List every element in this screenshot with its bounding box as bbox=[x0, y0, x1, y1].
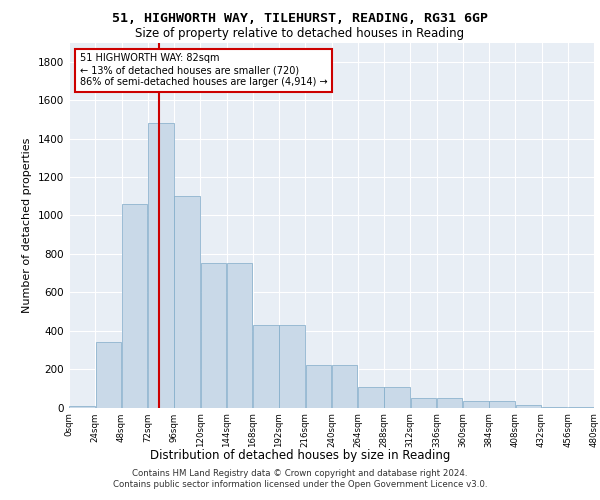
Bar bbox=[148, 123, 173, 408]
Bar bbox=[95, 342, 121, 407]
Bar bbox=[175, 196, 200, 408]
Text: 51 HIGHWORTH WAY: 82sqm
← 13% of detached houses are smaller (720)
86% of semi-d: 51 HIGHWORTH WAY: 82sqm ← 13% of detache… bbox=[79, 54, 327, 86]
Bar bbox=[253, 325, 278, 407]
Text: Distribution of detached houses by size in Reading: Distribution of detached houses by size … bbox=[150, 450, 450, 462]
Text: Size of property relative to detached houses in Reading: Size of property relative to detached ho… bbox=[136, 28, 464, 40]
Bar bbox=[122, 204, 148, 408]
Bar bbox=[70, 406, 95, 407]
Text: Contains public sector information licensed under the Open Government Licence v3: Contains public sector information licen… bbox=[113, 480, 487, 489]
Y-axis label: Number of detached properties: Number of detached properties bbox=[22, 138, 32, 312]
Bar bbox=[490, 401, 515, 407]
Text: 51, HIGHWORTH WAY, TILEHURST, READING, RG31 6GP: 51, HIGHWORTH WAY, TILEHURST, READING, R… bbox=[112, 12, 488, 26]
Bar bbox=[385, 388, 410, 407]
Bar bbox=[332, 365, 358, 408]
Bar bbox=[227, 264, 253, 408]
Bar bbox=[410, 398, 436, 407]
Text: Contains HM Land Registry data © Crown copyright and database right 2024.: Contains HM Land Registry data © Crown c… bbox=[132, 468, 468, 477]
Bar bbox=[515, 404, 541, 407]
Bar bbox=[200, 264, 226, 408]
Bar bbox=[305, 365, 331, 408]
Bar bbox=[463, 401, 488, 407]
Bar bbox=[358, 388, 383, 407]
Bar bbox=[542, 406, 568, 408]
Bar bbox=[280, 325, 305, 407]
Bar bbox=[437, 398, 463, 407]
